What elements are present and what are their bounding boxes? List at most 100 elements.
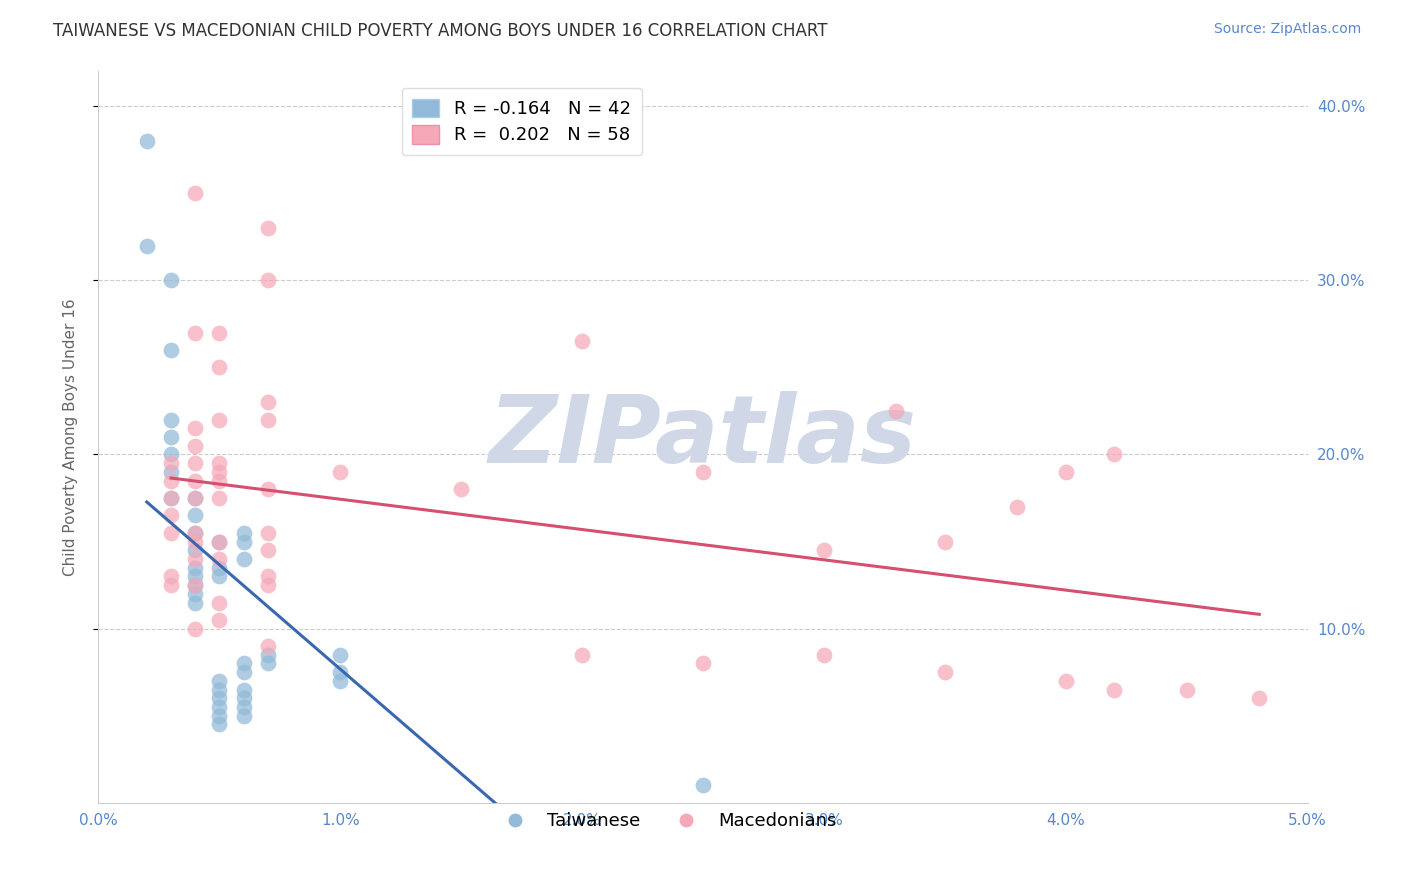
Point <box>692 465 714 479</box>
Point <box>450 483 472 497</box>
Point <box>160 474 183 488</box>
Point <box>184 595 207 609</box>
Point <box>232 691 254 706</box>
Point <box>329 648 352 662</box>
Point <box>184 186 207 201</box>
Point <box>256 569 278 583</box>
Point <box>184 578 207 592</box>
Point <box>184 439 207 453</box>
Point <box>184 508 207 523</box>
Point <box>232 552 254 566</box>
Point <box>232 525 254 540</box>
Point <box>160 343 183 357</box>
Point <box>184 491 207 505</box>
Point <box>208 673 231 688</box>
Point <box>184 525 207 540</box>
Point <box>208 326 231 340</box>
Point <box>208 491 231 505</box>
Point <box>160 569 183 583</box>
Point <box>256 578 278 592</box>
Point <box>256 221 278 235</box>
Text: ZIPatlas: ZIPatlas <box>489 391 917 483</box>
Point <box>208 691 231 706</box>
Point <box>208 465 231 479</box>
Point <box>232 682 254 697</box>
Point <box>184 587 207 601</box>
Point <box>208 474 231 488</box>
Point <box>1249 691 1271 706</box>
Point <box>1102 682 1125 697</box>
Point <box>256 639 278 653</box>
Point <box>184 569 207 583</box>
Point <box>1007 500 1029 514</box>
Point <box>208 700 231 714</box>
Point <box>160 273 183 287</box>
Point <box>329 673 352 688</box>
Point <box>886 404 908 418</box>
Point <box>160 456 183 470</box>
Point <box>184 525 207 540</box>
Point <box>232 657 254 671</box>
Point <box>184 622 207 636</box>
Point <box>184 560 207 574</box>
Point <box>208 534 231 549</box>
Point <box>256 395 278 409</box>
Point <box>256 412 278 426</box>
Point <box>160 491 183 505</box>
Point <box>1175 682 1198 697</box>
Point <box>1054 465 1077 479</box>
Point <box>1054 673 1077 688</box>
Point <box>256 525 278 540</box>
Legend: Taiwanese, Macedonians: Taiwanese, Macedonians <box>489 805 844 838</box>
Point <box>256 273 278 287</box>
Point <box>232 534 254 549</box>
Point <box>813 648 835 662</box>
Point <box>160 412 183 426</box>
Point <box>571 334 593 349</box>
Point <box>160 525 183 540</box>
Text: TAIWANESE VS MACEDONIAN CHILD POVERTY AMONG BOYS UNDER 16 CORRELATION CHART: TAIWANESE VS MACEDONIAN CHILD POVERTY AM… <box>53 22 828 40</box>
Point <box>184 491 207 505</box>
Point <box>329 665 352 680</box>
Point <box>184 421 207 435</box>
Point <box>208 552 231 566</box>
Point <box>160 430 183 444</box>
Point <box>208 569 231 583</box>
Point <box>232 700 254 714</box>
Point <box>184 543 207 558</box>
Point <box>329 465 352 479</box>
Point <box>208 595 231 609</box>
Point <box>256 483 278 497</box>
Point <box>208 682 231 697</box>
Point <box>256 648 278 662</box>
Y-axis label: Child Poverty Among Boys Under 16: Child Poverty Among Boys Under 16 <box>63 298 77 576</box>
Point <box>184 326 207 340</box>
Text: Source: ZipAtlas.com: Source: ZipAtlas.com <box>1213 22 1361 37</box>
Point <box>184 534 207 549</box>
Point <box>184 474 207 488</box>
Point <box>184 552 207 566</box>
Point <box>208 613 231 627</box>
Point <box>160 578 183 592</box>
Point <box>232 665 254 680</box>
Point <box>184 578 207 592</box>
Point <box>208 456 231 470</box>
Point <box>160 491 183 505</box>
Point <box>692 778 714 792</box>
Point <box>1102 448 1125 462</box>
Point <box>571 648 593 662</box>
Point <box>934 534 956 549</box>
Point <box>934 665 956 680</box>
Point <box>160 448 183 462</box>
Point <box>256 657 278 671</box>
Point <box>135 134 157 148</box>
Point <box>184 456 207 470</box>
Point <box>208 412 231 426</box>
Point <box>256 543 278 558</box>
Point <box>208 534 231 549</box>
Point <box>160 508 183 523</box>
Point <box>208 708 231 723</box>
Point <box>232 708 254 723</box>
Point <box>208 717 231 731</box>
Point <box>813 543 835 558</box>
